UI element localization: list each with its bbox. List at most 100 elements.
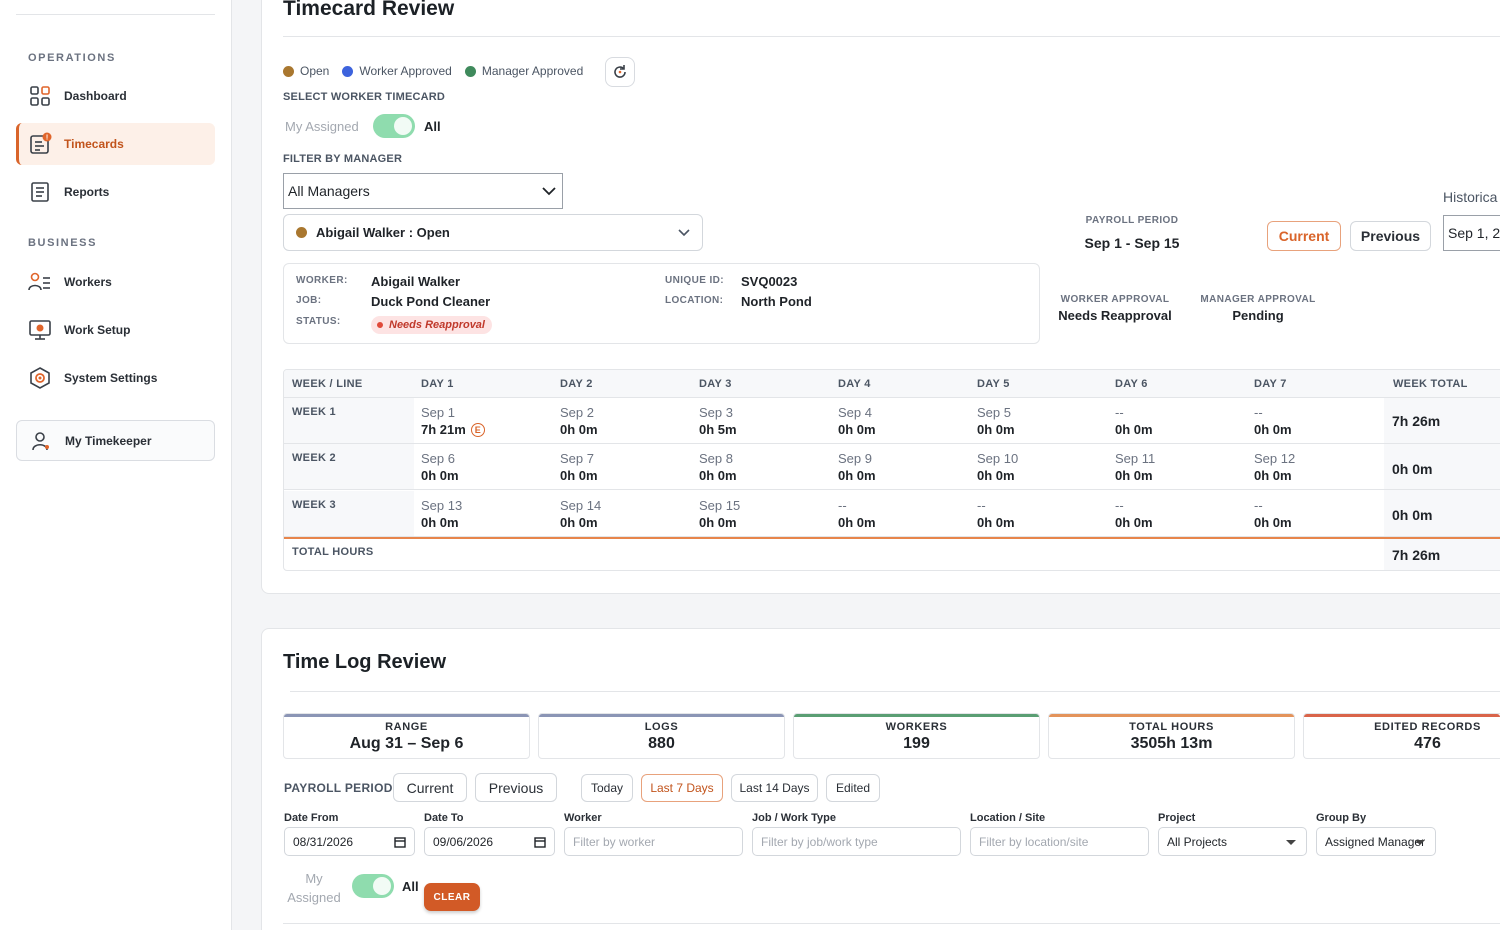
worker-timecard-select[interactable]: Abigail Walker : Open <box>283 214 703 251</box>
legend-dot <box>464 65 476 77</box>
day-cell[interactable]: Sep 7 0h 0m <box>560 451 598 483</box>
worker-name: Abigail Walker <box>371 274 461 289</box>
sidebar-item-dashboard[interactable]: Dashboard <box>16 75 215 117</box>
week-total: 7h 26m <box>1392 413 1441 429</box>
day-cell[interactable]: Sep 6 0h 0m <box>421 451 459 483</box>
edited-icon: E <box>470 422 485 437</box>
project-select[interactable]: All Projects <box>1158 827 1307 856</box>
timecard-icon: ! <box>28 132 52 156</box>
divider <box>290 691 1500 692</box>
clear-button[interactable]: CLEAR <box>424 883 480 911</box>
project-filter-label: Project <box>1158 812 1196 824</box>
date-to-input[interactable]: 09/06/2026 <box>424 827 555 856</box>
table-row: WEEK 3 Sep 13 0h 0m Sep 14 0h 0m Sep 15 0h … <box>284 491 1500 537</box>
day-cell[interactable]: Sep 1 7h 21m E <box>421 405 485 437</box>
total-hours-value: 7h 26m <box>1392 547 1441 563</box>
day-cell[interactable]: Sep 8 0h 0m <box>699 451 737 483</box>
status-key: STATUS: <box>296 316 341 327</box>
job-filter-input[interactable]: Filter by job/work type <box>752 827 961 856</box>
payroll-period-value: Sep 1 - Sep 15 <box>1084 235 1180 251</box>
day-cell[interactable]: Sep 4 0h 0m <box>838 405 876 437</box>
toggle-all-label: All <box>424 119 441 134</box>
refresh-icon <box>614 65 626 78</box>
workers-icon <box>28 270 52 294</box>
day-cell[interactable]: -- 0h 0m <box>977 498 1015 530</box>
refresh-button[interactable] <box>605 57 635 87</box>
payroll-period-label: PAYROLL PERIOD <box>284 781 393 795</box>
worker-filter-input[interactable]: Filter by worker <box>564 827 743 856</box>
stat-card-logs: LOGS 880 <box>538 713 785 759</box>
column-header: DAY 5 <box>977 378 1010 390</box>
section-business: BUSINESS <box>28 237 98 249</box>
job-filter-label: Job / Work Type <box>752 812 836 824</box>
monitor-setup-icon <box>28 318 52 342</box>
assigned-all-toggle[interactable] <box>373 114 415 138</box>
current-period-button[interactable]: Current <box>393 773 467 802</box>
edited-button[interactable]: Edited <box>826 774 880 802</box>
week-total: 0h 0m <box>1392 461 1433 477</box>
day-cell[interactable]: Sep 14 0h 0m <box>560 498 602 530</box>
day-cell[interactable]: Sep 2 0h 0m <box>560 405 598 437</box>
day-cell[interactable]: Sep 5 0h 0m <box>977 405 1015 437</box>
column-header: WEEK TOTAL <box>1393 378 1468 390</box>
sidebar-item-timecards[interactable]: ! Timecards <box>16 123 215 165</box>
filter-manager-label: FILTER BY MANAGER <box>283 153 403 165</box>
day-cell[interactable]: Sep 3 0h 5m <box>699 405 737 437</box>
today-button[interactable]: Today <box>581 774 633 802</box>
stat-card-total-hours: TOTAL HOURS 3505h 13m <box>1048 713 1295 759</box>
dashboard-grid-icon <box>28 84 52 108</box>
date-to-label: Date To <box>424 812 464 824</box>
sidebar-item-label: Workers <box>64 275 112 289</box>
group-by-select[interactable]: Assigned Manager <box>1316 827 1436 856</box>
sidebar-item-system-settings[interactable]: System Settings <box>16 357 215 399</box>
location-filter-input[interactable]: Filter by location/site <box>970 827 1149 856</box>
day-cell[interactable]: -- 0h 0m <box>1254 405 1292 437</box>
historical-date-input[interactable]: Sep 1, 20 <box>1443 215 1500 251</box>
select-worker-label: SELECT WORKER TIMECARD <box>283 91 446 103</box>
worker-info-card <box>283 263 1040 344</box>
legend-dot <box>283 65 294 77</box>
day-cell[interactable]: -- 0h 0m <box>1115 405 1153 437</box>
day-cell[interactable]: Sep 12 0h 0m <box>1254 451 1296 483</box>
sidebar-item-label: Timecards <box>64 137 124 151</box>
day-cell[interactable]: -- 0h 0m <box>1115 498 1153 530</box>
day-cell[interactable]: Sep 10 0h 0m <box>977 451 1019 483</box>
stat-card-workers: WORKERS 199 <box>793 713 1040 759</box>
chevron-down-icon <box>678 229 690 237</box>
location-value: North Pond <box>741 294 812 309</box>
sidebar-item-reports[interactable]: Reports <box>16 171 215 213</box>
day-cell[interactable]: Sep 15 0h 0m <box>699 498 741 530</box>
assigned-all-toggle[interactable] <box>352 874 394 898</box>
previous-period-button[interactable]: Previous <box>475 773 557 802</box>
settings-hexagon-icon <box>28 366 52 390</box>
day-cell[interactable]: Sep 13 0h 0m <box>421 498 463 530</box>
location-key: LOCATION: <box>665 295 724 306</box>
date-from-input[interactable]: 08/31/2026 <box>284 827 415 856</box>
time-log-review-panel <box>261 628 1500 930</box>
day-cell[interactable]: Sep 11 0h 0m <box>1115 451 1156 483</box>
total-hours-label: TOTAL HOURS <box>292 546 374 558</box>
day-cell[interactable]: -- 0h 0m <box>838 498 876 530</box>
my-timekeeper-button[interactable]: My Timekeeper <box>16 420 215 461</box>
toggle-my-assigned-label: My Assigned <box>287 871 341 905</box>
sidebar-item-label: Dashboard <box>64 89 127 103</box>
user-icon <box>29 429 53 453</box>
sidebar-item-label: Reports <box>64 185 110 199</box>
day-cell[interactable]: Sep 9 0h 0m <box>838 451 876 483</box>
sidebar-item-workers[interactable]: Workers <box>16 261 215 303</box>
stat-card-edited-records: EDITED RECORDS 476 <box>1303 713 1500 759</box>
current-period-button[interactable]: Current <box>1267 221 1341 251</box>
divider <box>16 14 215 15</box>
date-from-label: Date From <box>284 812 339 824</box>
previous-period-button[interactable]: Previous <box>1350 221 1431 251</box>
stat-card-range: RANGE Aug 31 – Sep 6 <box>283 713 530 759</box>
sidebar-item-work-setup[interactable]: Work Setup <box>16 309 215 351</box>
unique-id-key: UNIQUE ID: <box>665 275 724 286</box>
manager-select[interactable]: All Managers <box>283 173 563 209</box>
group-by-label: Group By <box>1316 812 1367 824</box>
day-cell[interactable]: -- 0h 0m <box>1254 498 1292 530</box>
section-operations: OPERATIONS <box>28 52 116 64</box>
last-14-days-button[interactable]: Last 14 Days <box>731 774 818 802</box>
job-value: Duck Pond Cleaner <box>371 294 491 309</box>
last-7-days-button[interactable]: Last 7 Days <box>641 774 723 802</box>
